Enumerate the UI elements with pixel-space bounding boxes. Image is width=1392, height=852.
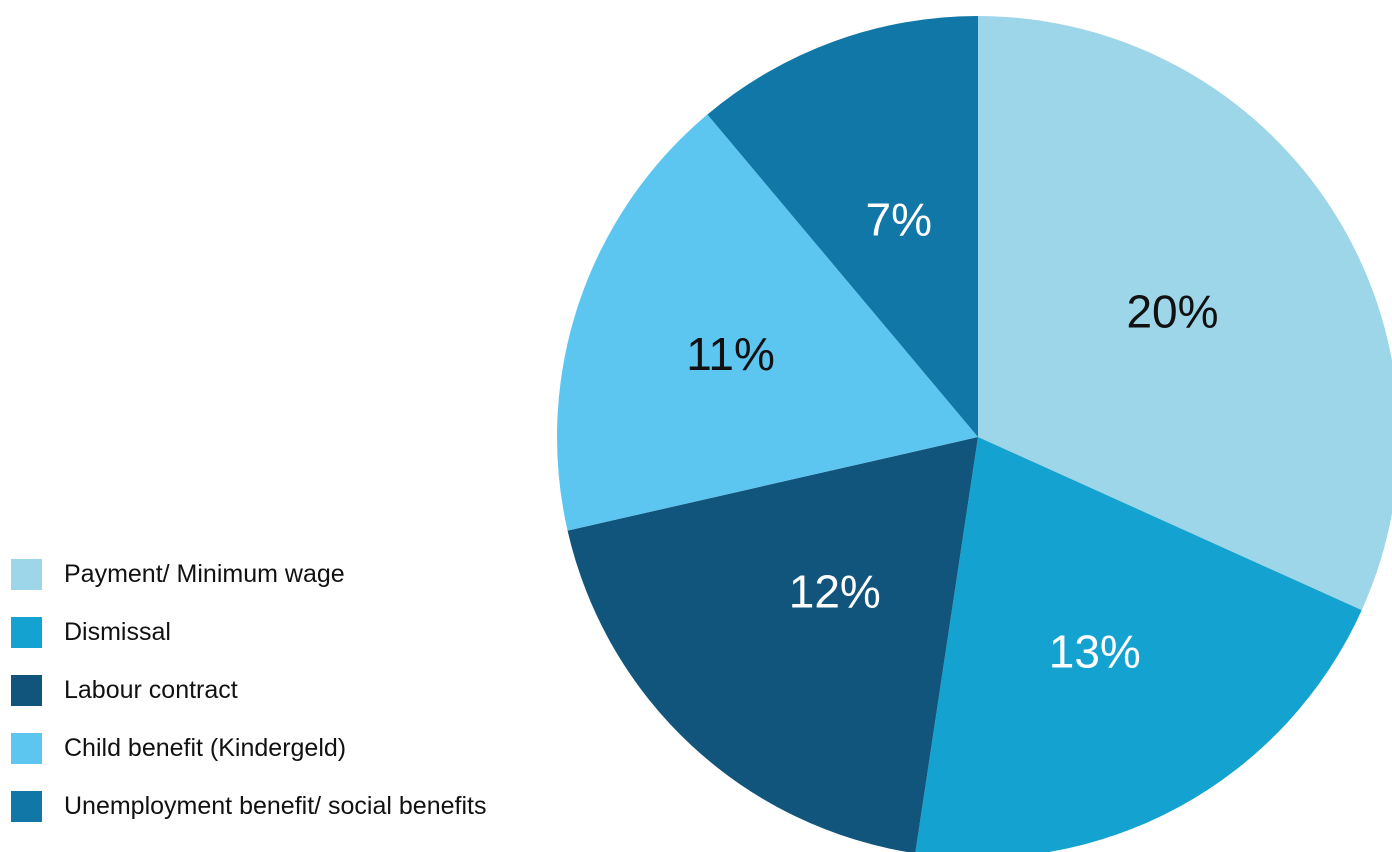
pie-slice bbox=[557, 114, 978, 531]
legend-item: Payment/ Minimum wage bbox=[11, 545, 571, 603]
legend-label: Unemployment benefit/ social benefits bbox=[64, 791, 487, 820]
pie-slice bbox=[567, 437, 978, 852]
legend-item: Unemployment benefit/ social benefits bbox=[11, 777, 571, 835]
legend-swatch bbox=[11, 558, 42, 590]
slice-value-label: 13% bbox=[1049, 625, 1141, 677]
legend-item: Child benefit (Kindergeld) bbox=[11, 719, 571, 777]
slice-value-label: 20% bbox=[1126, 285, 1218, 337]
legend-item: Labour contract bbox=[11, 661, 571, 719]
pie-slice bbox=[707, 16, 978, 437]
legend-swatch bbox=[11, 732, 42, 764]
legend-swatch bbox=[11, 616, 42, 648]
legend-label: Payment/ Minimum wage bbox=[64, 559, 345, 588]
legend: Payment/ Minimum wage Dismissal Labour c… bbox=[11, 545, 571, 835]
legend-swatch bbox=[11, 674, 42, 706]
legend-item: Dismissal bbox=[11, 603, 571, 661]
pie-slice bbox=[978, 16, 1392, 611]
legend-label: Labour contract bbox=[64, 675, 238, 704]
pie-slice bbox=[915, 437, 1362, 852]
slice-value-label: 12% bbox=[789, 565, 881, 617]
legend-label: Dismissal bbox=[64, 617, 171, 646]
pie-slices bbox=[557, 16, 1392, 852]
slice-value-label: 11% bbox=[686, 328, 775, 380]
pie-labels: 20% 13% 12% 11% 7% bbox=[686, 193, 1218, 677]
slice-value-label: 7% bbox=[866, 193, 932, 245]
legend-label: Child benefit (Kindergeld) bbox=[64, 733, 347, 762]
legend-swatch bbox=[11, 790, 42, 822]
